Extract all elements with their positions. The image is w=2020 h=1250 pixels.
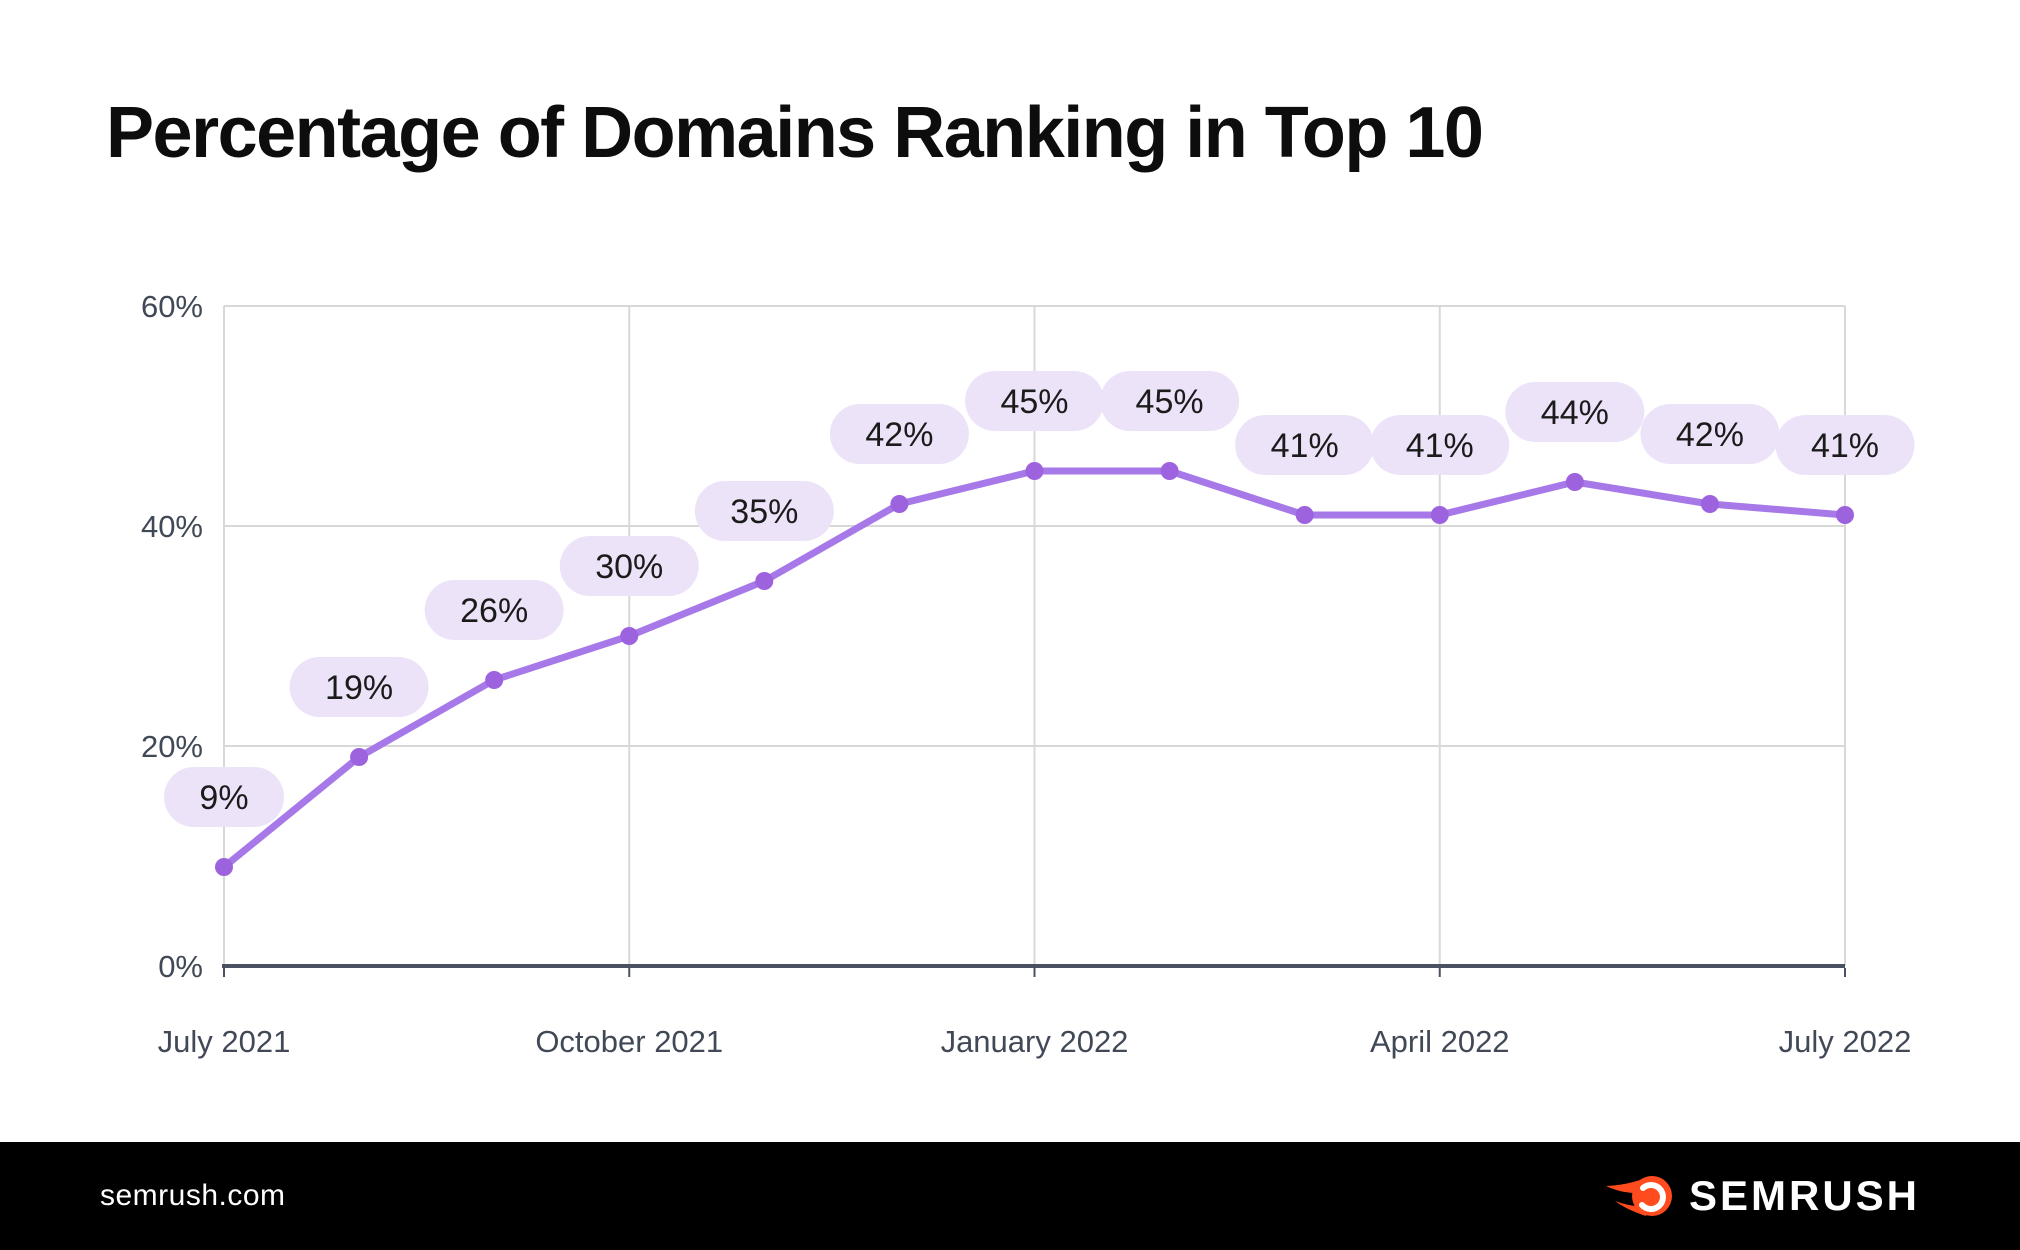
semrush-logo: SEMRUSH bbox=[1602, 1172, 1920, 1220]
data-point bbox=[215, 858, 233, 876]
data-point bbox=[1025, 462, 1044, 480]
data-label-text: 42% bbox=[1676, 416, 1744, 454]
x-tick-label: July 2022 bbox=[1779, 1024, 1912, 1059]
data-point bbox=[1160, 462, 1179, 480]
data-label-text: 26% bbox=[460, 592, 528, 630]
chart-title: Percentage of Domains Ranking in Top 10 bbox=[106, 93, 1484, 173]
site-url: semrush.com bbox=[100, 1179, 286, 1212]
data-label-text: 41% bbox=[1406, 427, 1474, 465]
data-label-pill bbox=[559, 536, 699, 596]
data-point bbox=[755, 572, 774, 590]
data-point bbox=[890, 495, 909, 513]
data-label-pill bbox=[1370, 415, 1510, 475]
y-tick-label: 60% bbox=[141, 289, 203, 324]
data-label-text: 19% bbox=[325, 669, 393, 707]
data-label-text: 35% bbox=[730, 493, 798, 531]
data-label-pill bbox=[1505, 382, 1645, 442]
data-label-pill bbox=[694, 481, 834, 541]
data-label-text: 41% bbox=[1271, 427, 1339, 465]
x-tick-label: April 2022 bbox=[1370, 1024, 1510, 1059]
data-point bbox=[1836, 506, 1854, 524]
data-point bbox=[485, 671, 504, 689]
data-label-pill bbox=[289, 657, 429, 717]
data-label-pill bbox=[1100, 371, 1240, 431]
y-tick-label: 0% bbox=[158, 949, 203, 984]
data-point bbox=[1565, 473, 1584, 491]
footer-bar: semrush.com SEMRUSH bbox=[0, 1142, 2020, 1250]
flame-icon bbox=[1605, 1176, 1672, 1216]
x-tick-label: October 2021 bbox=[535, 1024, 723, 1059]
data-label-pill bbox=[1775, 415, 1915, 475]
y-tick-label: 20% bbox=[141, 729, 203, 764]
data-label-pill bbox=[1235, 415, 1375, 475]
x-tick-label: January 2022 bbox=[941, 1024, 1129, 1059]
data-label-text: 42% bbox=[865, 416, 933, 454]
data-point bbox=[1430, 506, 1449, 524]
data-point bbox=[350, 748, 369, 766]
data-point bbox=[1700, 495, 1719, 513]
line-chart: 0% 20% 40% 60% July 2021 October 2021 January … bbox=[141, 289, 1915, 1059]
y-tick-label: 40% bbox=[141, 509, 203, 544]
data-label-text: 41% bbox=[1811, 427, 1879, 465]
data-point bbox=[1295, 506, 1314, 524]
data-label-pill bbox=[1640, 404, 1780, 464]
data-label-pill bbox=[164, 767, 284, 827]
data-label-text: 45% bbox=[1136, 383, 1204, 421]
data-label-pill bbox=[829, 404, 969, 464]
data-label-text: 9% bbox=[199, 779, 248, 817]
data-label-pill bbox=[965, 371, 1104, 431]
x-tick-label: July 2021 bbox=[158, 1024, 291, 1059]
data-label-text: 45% bbox=[1000, 383, 1068, 421]
data-label-text: 30% bbox=[595, 548, 663, 586]
brand-wordmark: SEMRUSH bbox=[1688, 1172, 1920, 1219]
data-label-text: 44% bbox=[1541, 394, 1609, 432]
data-label-pill bbox=[424, 580, 564, 640]
data-point bbox=[620, 627, 639, 645]
